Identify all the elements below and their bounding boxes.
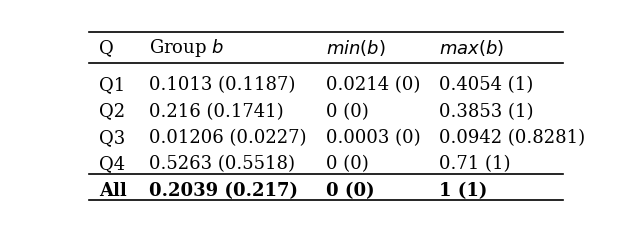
Text: Q2: Q2 <box>99 102 125 120</box>
Text: Q1: Q1 <box>99 76 125 94</box>
Text: Q4: Q4 <box>99 155 125 173</box>
Text: 0.5263 (0.5518): 0.5263 (0.5518) <box>149 155 294 173</box>
Text: 0 (0): 0 (0) <box>326 155 369 173</box>
Text: $max(b)$: $max(b)$ <box>439 38 504 58</box>
Text: 0.71 (1): 0.71 (1) <box>439 155 511 173</box>
Text: All: All <box>99 181 127 199</box>
Text: 0.4054 (1): 0.4054 (1) <box>439 76 534 94</box>
Text: 1 (1): 1 (1) <box>439 181 488 199</box>
Text: 0 (0): 0 (0) <box>326 181 375 199</box>
Text: 0.01206 (0.0227): 0.01206 (0.0227) <box>149 128 306 146</box>
Text: Q: Q <box>99 39 114 57</box>
Text: Group $b$: Group $b$ <box>149 37 224 59</box>
Text: 0.0942 (0.8281): 0.0942 (0.8281) <box>439 128 586 146</box>
Text: Q3: Q3 <box>99 128 125 146</box>
Text: 0 (0): 0 (0) <box>326 102 369 120</box>
Text: 0.216 (0.1741): 0.216 (0.1741) <box>149 102 283 120</box>
Text: 0.0214 (0): 0.0214 (0) <box>326 76 420 94</box>
Text: $min(b)$: $min(b)$ <box>326 38 386 58</box>
Text: 0.0003 (0): 0.0003 (0) <box>326 128 420 146</box>
Text: 0.2039 (0.217): 0.2039 (0.217) <box>149 181 298 199</box>
Text: 0.1013 (0.1187): 0.1013 (0.1187) <box>149 76 295 94</box>
Text: 0.3853 (1): 0.3853 (1) <box>439 102 534 120</box>
